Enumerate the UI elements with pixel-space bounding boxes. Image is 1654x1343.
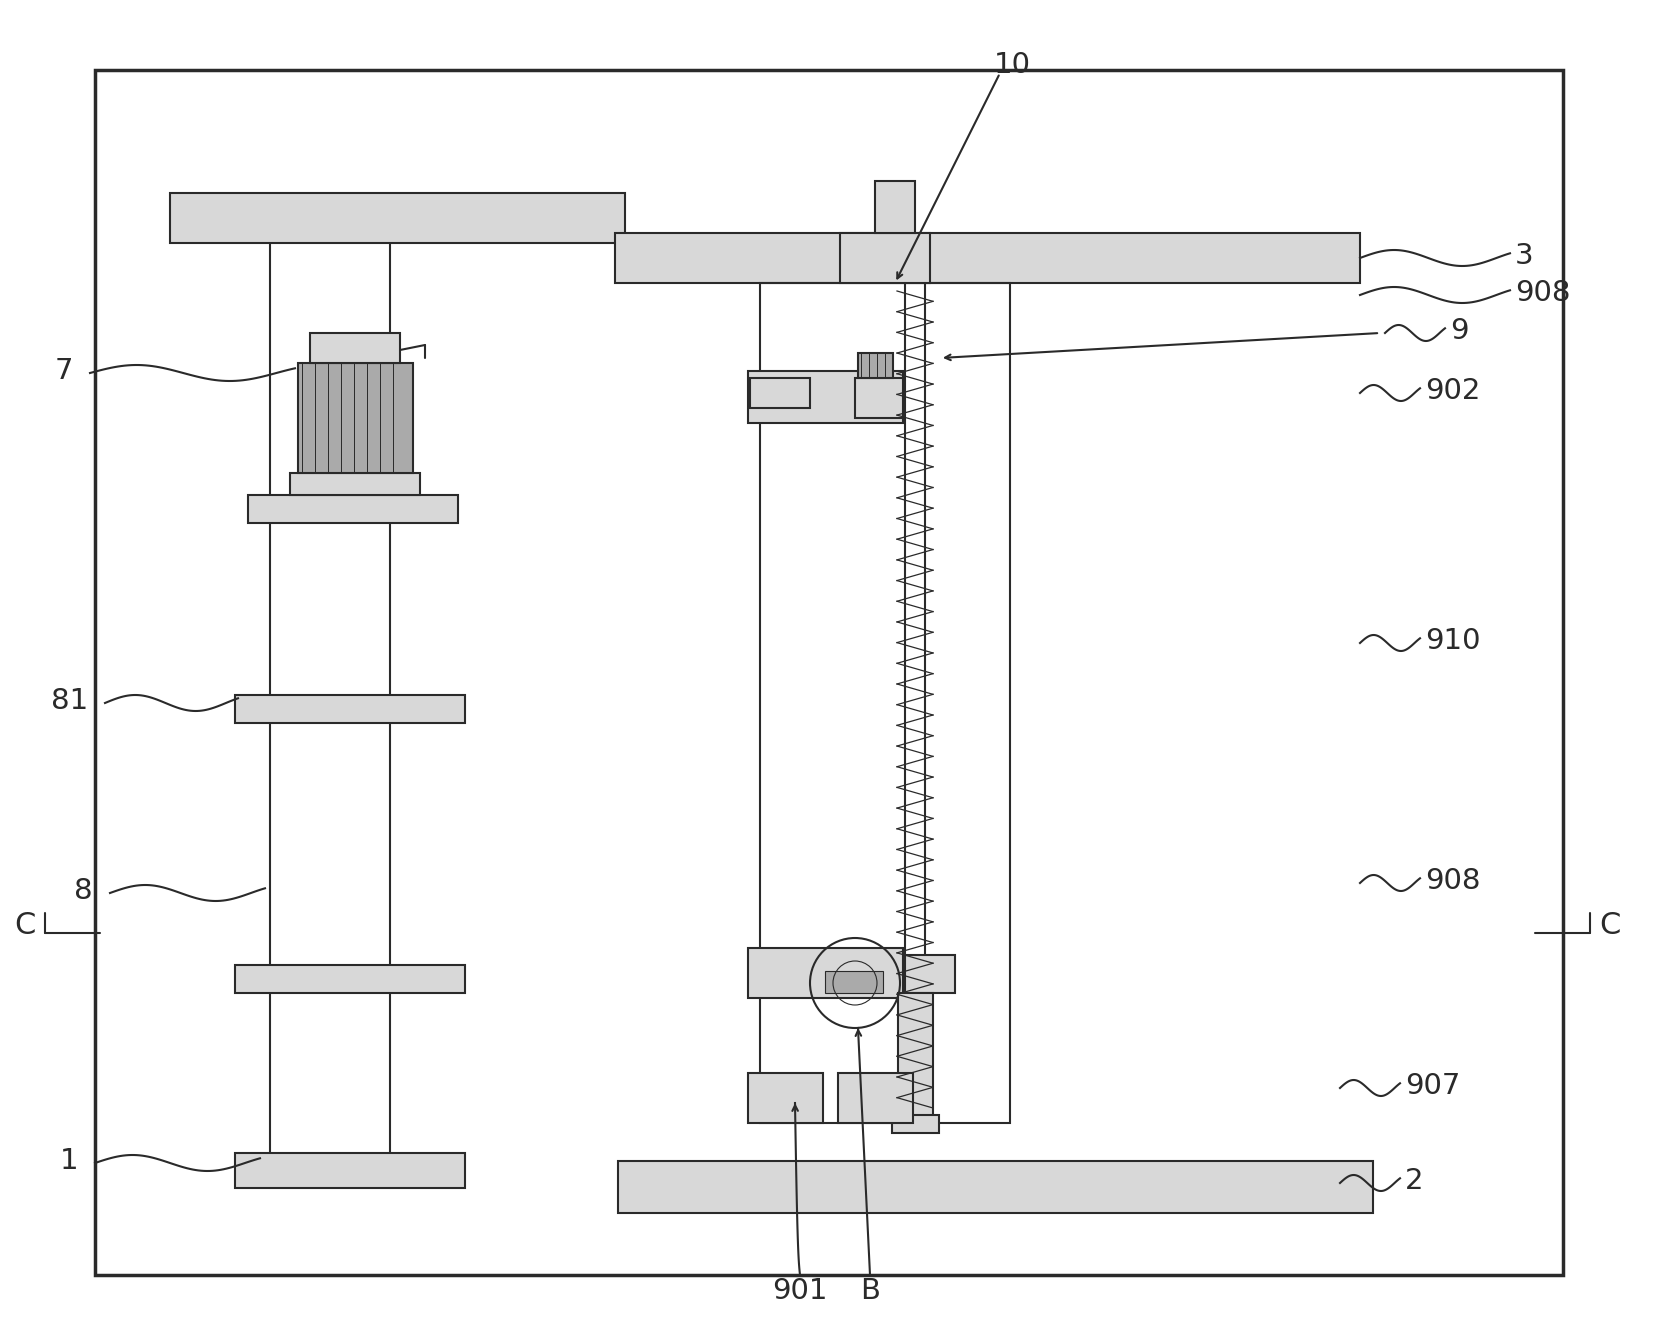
Text: 8: 8 xyxy=(74,877,93,905)
Text: 10: 10 xyxy=(994,51,1030,79)
Text: 3: 3 xyxy=(1515,242,1533,270)
Bar xyxy=(858,353,893,377)
Bar xyxy=(309,333,400,363)
Text: 2: 2 xyxy=(1404,1167,1424,1195)
Bar xyxy=(289,473,420,496)
Text: 81: 81 xyxy=(51,688,88,714)
Text: 902: 902 xyxy=(1426,377,1480,406)
Bar xyxy=(748,948,903,998)
Bar xyxy=(839,1073,913,1123)
Text: C: C xyxy=(1599,911,1621,940)
Bar xyxy=(94,70,1563,1275)
Text: 908: 908 xyxy=(1426,868,1480,894)
Text: 901: 901 xyxy=(772,1277,827,1305)
Bar xyxy=(825,971,883,992)
Bar xyxy=(298,363,414,473)
Bar xyxy=(235,966,465,992)
Bar xyxy=(898,992,933,1123)
Bar xyxy=(748,1073,824,1123)
Bar xyxy=(875,181,915,232)
Text: 9: 9 xyxy=(1451,317,1469,345)
Bar xyxy=(748,371,903,423)
Text: 907: 907 xyxy=(1404,1072,1460,1100)
Bar xyxy=(235,1154,465,1189)
Bar xyxy=(840,232,930,283)
Bar xyxy=(170,193,625,243)
Text: 910: 910 xyxy=(1426,627,1480,655)
Bar xyxy=(235,694,465,723)
Bar xyxy=(855,377,903,418)
Bar xyxy=(749,377,810,408)
Bar xyxy=(892,1115,939,1133)
Text: C: C xyxy=(15,911,36,940)
Text: 1: 1 xyxy=(60,1147,78,1175)
Bar xyxy=(248,496,458,522)
Text: 7: 7 xyxy=(55,357,73,385)
Bar xyxy=(905,955,954,992)
Bar xyxy=(615,232,1360,283)
Text: 908: 908 xyxy=(1515,279,1571,308)
Bar xyxy=(619,1160,1373,1213)
Bar xyxy=(759,283,1011,1123)
Text: B: B xyxy=(860,1277,880,1305)
